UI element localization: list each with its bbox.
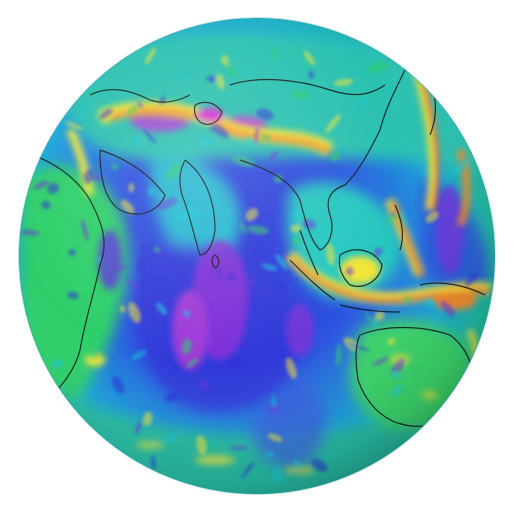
globe-surface: [19, 18, 495, 494]
globe-rim: [18, 17, 496, 495]
